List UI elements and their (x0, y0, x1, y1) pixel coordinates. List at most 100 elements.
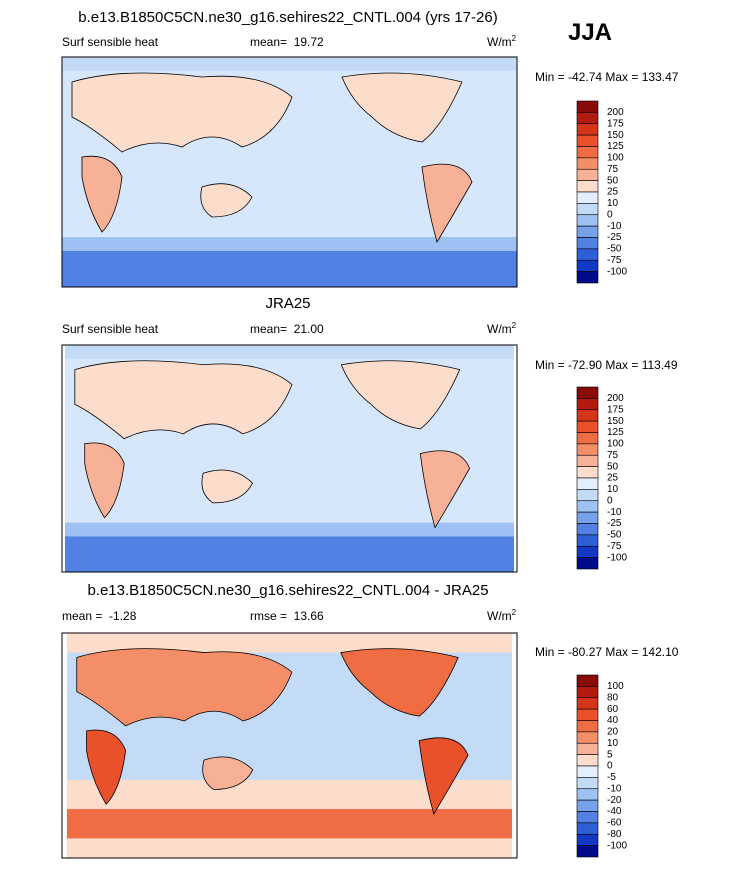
colorbar-box (576, 123, 599, 136)
colorbar-label: 75 (607, 164, 619, 175)
colorbar-label: -5 (607, 772, 616, 783)
units-label: W/m2 (487, 608, 517, 623)
colorbar-label: 100 (607, 153, 624, 164)
colorbar-box (576, 100, 599, 113)
panel-title: b.e13.B1850C5CN.ne30_g16.sehires22_CNTL.… (87, 582, 488, 599)
colorbar-box (576, 157, 599, 170)
colorbar-box (576, 788, 599, 801)
colorbar-box (576, 777, 599, 790)
colorbar-label: 150 (607, 416, 624, 427)
colorbar-box (576, 386, 599, 399)
units-label: W/m2 (487, 321, 517, 336)
colorbar-box (576, 708, 599, 721)
map-frame (61, 632, 518, 859)
colorbar-box (576, 271, 599, 284)
colorbar-box (576, 259, 599, 272)
map (66, 633, 513, 858)
colorbar-label: 125 (607, 141, 624, 152)
colorbar-box (576, 742, 599, 755)
colorbar-label: -80 (607, 829, 622, 840)
colorbar-box (576, 674, 599, 687)
colorbar-box (576, 697, 599, 710)
colorbar-box (576, 523, 599, 536)
colorbar-label: -25 (607, 518, 622, 529)
colorbar-label: 175 (607, 404, 624, 415)
colorbar-label: -50 (607, 530, 622, 541)
colorbar-label: -40 (607, 806, 622, 817)
colorbar-label: -60 (607, 818, 622, 829)
colorbar-box (576, 420, 599, 433)
colorbar-box (576, 833, 599, 846)
colorbar-box (576, 765, 599, 778)
colorbar-label: 100 (607, 681, 624, 692)
colorbar-label: 200 (607, 107, 624, 118)
range-label: Min = -80.27 Max = 142.10 (535, 645, 679, 659)
colorbar-box (576, 134, 599, 147)
colorbar-box (576, 466, 599, 479)
units-label: W/m2 (487, 34, 517, 49)
colorbar-box (576, 822, 599, 835)
colorbar-box (576, 511, 599, 524)
colorbar-label: -100 (607, 266, 627, 277)
range-label: Min = -72.90 Max = 113.49 (535, 358, 678, 372)
colorbar-label: 150 (607, 130, 624, 141)
colorbar-label: 200 (607, 393, 624, 404)
colorbar-box (576, 214, 599, 227)
mean-label: mean = -1.28 (62, 609, 137, 623)
colorbar-box (576, 146, 599, 159)
mean-label: mean= 19.72 (250, 35, 324, 49)
colorbar-label: 175 (607, 118, 624, 129)
colorbar-label: 25 (607, 187, 619, 198)
colorbar-label: 125 (607, 427, 624, 438)
colorbar-label: -10 (607, 507, 622, 518)
colorbar-box (576, 432, 599, 445)
colorbar-label: 50 (607, 461, 619, 472)
colorbar-box (576, 180, 599, 193)
colorbar-label: 75 (607, 450, 619, 461)
colorbar-label: -20 (607, 795, 622, 806)
panel-title: JRA25 (265, 295, 310, 312)
colorbar-label: -25 (607, 232, 622, 243)
colorbar-label: 10 (607, 198, 619, 209)
colorbar-label: 0 (607, 761, 613, 772)
colorbar-label: 40 (607, 715, 619, 726)
colorbar-label: -10 (607, 783, 622, 794)
colorbar-label: -50 (607, 244, 622, 255)
range-label: Min = -42.74 Max = 133.47 (535, 70, 679, 84)
colorbar-box (576, 477, 599, 490)
map (62, 57, 517, 287)
colorbar-box (576, 168, 599, 181)
colorbar-label: 5 (607, 749, 613, 760)
colorbar-label: 60 (607, 704, 619, 715)
colorbar-box (576, 557, 599, 570)
colorbar-label: 0 (607, 495, 613, 506)
colorbar-label: -100 (607, 840, 627, 851)
colorbar-box (576, 534, 599, 547)
colorbar-label: -10 (607, 221, 622, 232)
colorbar-box (576, 545, 599, 558)
colorbar-label: 20 (607, 727, 619, 738)
colorbar-box (576, 720, 599, 733)
colorbar-label: -75 (607, 255, 622, 266)
colorbar-label: 10 (607, 484, 619, 495)
season-label: JJA (568, 19, 612, 46)
colorbar-box (576, 686, 599, 699)
rmse-label: rmse = 13.66 (250, 609, 324, 623)
colorbar-label: 100 (607, 439, 624, 450)
colorbar-label: 50 (607, 175, 619, 186)
mean-label: mean= 21.00 (250, 322, 324, 336)
map-frame (61, 344, 518, 573)
colorbar-box (576, 731, 599, 744)
colorbar-box (576, 845, 599, 858)
colorbar-box (576, 409, 599, 422)
colorbar-box (576, 754, 599, 767)
colorbar-box (576, 191, 599, 204)
colorbar-box (576, 203, 599, 216)
colorbar-box (576, 112, 599, 125)
colorbar-label: 25 (607, 473, 619, 484)
colorbar-label: 0 (607, 209, 613, 220)
